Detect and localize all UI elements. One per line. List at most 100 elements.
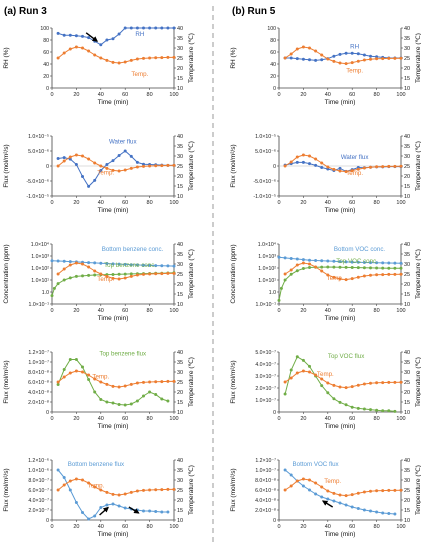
- data-point: [129, 166, 133, 170]
- data-point: [129, 263, 133, 267]
- y2-tick-label: 15: [404, 184, 410, 190]
- y2-tick-label: 25: [404, 488, 410, 494]
- data-point: [142, 488, 145, 492]
- data-point: [74, 274, 78, 278]
- y2-tick-label: 25: [177, 164, 183, 170]
- data-point: [393, 56, 397, 60]
- data-point: [314, 259, 318, 262]
- y2-axis-label: Temperature (℃): [415, 141, 421, 191]
- x-tick-label: 60: [349, 416, 355, 422]
- y-axis-label: Flux (mol/m²/s): [230, 360, 237, 403]
- data-point: [320, 259, 324, 263]
- x-axis-label: Time (min): [325, 315, 356, 322]
- series-label: Temp.: [324, 478, 341, 485]
- data-point: [117, 169, 121, 173]
- data-point: [105, 382, 109, 386]
- data-point: [314, 373, 318, 377]
- data-point: [129, 58, 133, 62]
- data-point: [68, 276, 72, 280]
- data-point: [111, 37, 115, 41]
- data-point: [289, 473, 293, 477]
- chart-a1: 0 20 40 60 80 10002040608010010152025303540Ti…: [3, 26, 195, 106]
- data-point: [93, 178, 97, 182]
- data-point: [320, 485, 324, 489]
- data-point: [81, 46, 84, 50]
- chart-b5: 0 20 40 60 80 100 0 2.0×10⁻⁸ 4.0×10⁻⁸ 6.0×10⁻⁸ 8.0…: [230, 458, 421, 538]
- data-point: [81, 370, 84, 374]
- data-point: [105, 274, 109, 278]
- data-point: [68, 479, 72, 483]
- y-tick-label: 2.0×10⁻⁸: [28, 400, 49, 406]
- y-tick-label: 1.0×10⁻⁵: [28, 134, 49, 140]
- y-tick-label: 1.0×10⁻⁷: [255, 468, 276, 474]
- data-point: [301, 267, 305, 270]
- data-point: [362, 261, 366, 264]
- y-tick-label: 0: [273, 410, 276, 416]
- data-point: [283, 278, 287, 282]
- y-tick-label: 2.0×10⁻⁷: [255, 386, 276, 392]
- y2-tick-label: 35: [177, 252, 183, 258]
- y-tick-label: -1.0×10⁻⁵: [253, 194, 276, 200]
- y-tick-label: -5.0×10⁻⁶: [26, 179, 49, 185]
- y-tick-label: -1.0×10⁻⁵: [26, 194, 49, 200]
- data-point: [344, 51, 348, 55]
- data-point: [111, 276, 115, 280]
- data-point: [350, 51, 354, 55]
- data-point: [154, 164, 158, 168]
- y2-tick-label: 40: [404, 26, 410, 32]
- y-axis-label: RH (%): [3, 47, 10, 68]
- chart-b3: 0 20 40 60 80 100 1.0×10⁻¹ 1.0 1.0×10¹ 1.0×10² 1.0…: [230, 242, 421, 322]
- series-line: [284, 478, 402, 497]
- data-point: [123, 262, 127, 266]
- data-point: [301, 477, 305, 481]
- y2-tick-label: 40: [404, 350, 410, 356]
- data-point: [123, 168, 127, 172]
- data-point: [105, 262, 109, 265]
- data-point: [350, 260, 354, 264]
- x-tick-label: 100: [169, 92, 178, 98]
- data-point: [129, 272, 133, 276]
- data-point: [129, 402, 133, 406]
- data-point: [338, 52, 342, 56]
- x-tick-label: 100: [396, 92, 405, 98]
- data-point: [356, 167, 360, 171]
- y-tick-label: 1.0×10⁻⁷: [28, 360, 49, 366]
- data-point: [74, 163, 78, 166]
- y-tick-label: 1.0×10⁴: [258, 242, 276, 248]
- y2-tick-label: 15: [177, 400, 183, 406]
- y2-tick-label: 10: [177, 410, 183, 416]
- x-tick-label: 40: [325, 200, 331, 206]
- y-tick-label: 1.0: [269, 290, 276, 296]
- x-tick-label: 100: [396, 524, 405, 530]
- data-point: [338, 385, 342, 389]
- data-point: [154, 264, 158, 268]
- data-point: [356, 266, 360, 270]
- y-tick-label: 0: [273, 518, 276, 524]
- x-tick-label: 0: [50, 92, 53, 98]
- x-tick-label: 20: [73, 524, 79, 530]
- y2-tick-label: 20: [404, 390, 410, 396]
- data-point: [68, 358, 72, 361]
- data-point: [362, 274, 366, 278]
- data-point: [99, 164, 103, 168]
- data-point: [295, 47, 299, 51]
- data-point: [160, 264, 164, 268]
- y2-tick-label: 15: [177, 508, 183, 514]
- y2-tick-label: 25: [177, 272, 183, 278]
- data-point: [344, 260, 348, 264]
- x-tick-label: 80: [147, 92, 153, 98]
- data-point: [56, 164, 60, 168]
- data-point: [74, 358, 78, 361]
- data-point: [295, 160, 299, 164]
- data-point: [62, 159, 66, 163]
- y2-tick-label: 30: [404, 370, 410, 376]
- data-point: [332, 397, 336, 401]
- data-point: [166, 264, 170, 268]
- x-tick-label: 20: [73, 200, 79, 206]
- data-point: [142, 394, 145, 398]
- series-line: [284, 370, 402, 389]
- data-point: [68, 371, 72, 375]
- data-point: [344, 386, 348, 390]
- data-point: [111, 273, 115, 276]
- x-tick-label: 100: [169, 308, 178, 314]
